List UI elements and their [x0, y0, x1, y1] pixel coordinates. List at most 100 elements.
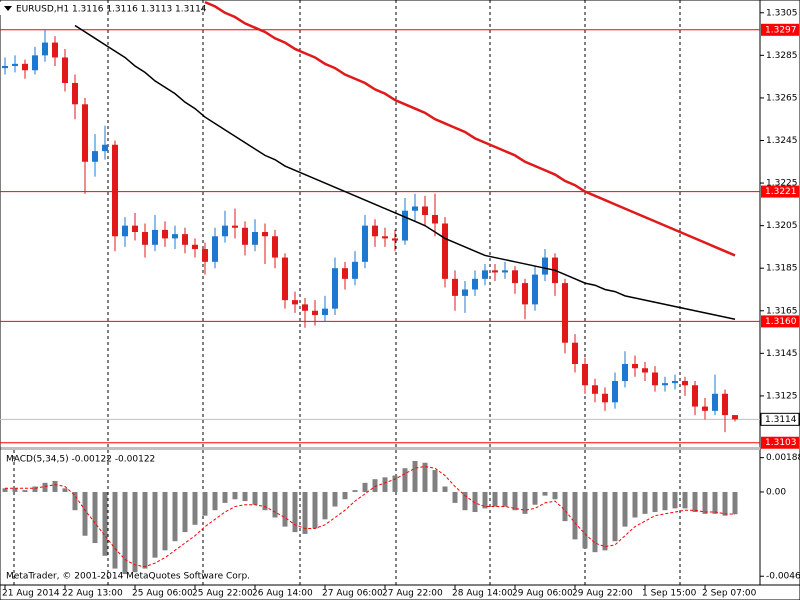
histogram-bar	[222, 491, 228, 503]
histogram-bar	[622, 491, 628, 527]
histogram-bar	[92, 491, 98, 544]
candle-body	[352, 261, 358, 279]
candle-body	[492, 270, 498, 273]
histogram-bar	[392, 475, 398, 492]
candle-body	[702, 406, 708, 411]
y-tick-label: 1.3285	[766, 51, 798, 61]
histogram-bar	[432, 470, 438, 492]
candle-body	[322, 308, 328, 316]
histogram-bar	[412, 460, 418, 492]
candle-body	[152, 229, 158, 245]
candle-body	[642, 368, 648, 373]
candle-body	[242, 227, 248, 245]
candle-body	[432, 214, 438, 224]
candle-body	[692, 385, 698, 407]
candle-body	[12, 63, 18, 66]
candle-body	[502, 270, 508, 273]
histogram-bar	[672, 491, 678, 509]
histogram-bar	[312, 491, 318, 529]
x-tick-label: 28 Aug 14:00	[452, 589, 513, 599]
candle-body	[472, 278, 478, 290]
histogram-bar	[422, 462, 428, 492]
candle-body	[132, 225, 138, 233]
histogram-bar	[2, 488, 8, 492]
histogram-bar	[72, 491, 78, 511]
candle-body	[282, 257, 288, 301]
candle-body	[522, 283, 528, 305]
histogram-bar	[192, 491, 198, 525]
candle-body	[142, 232, 148, 245]
x-tick-label: 25 Aug 06:00	[132, 589, 193, 599]
histogram-bar	[172, 491, 178, 542]
candle-body	[582, 363, 588, 386]
x-tick-label: 26 Aug 14:00	[252, 589, 313, 599]
candle-body	[52, 42, 58, 58]
histogram-bar	[302, 491, 308, 534]
candle-body	[562, 283, 568, 343]
candle-body	[412, 206, 418, 211]
histogram-bar	[732, 491, 738, 515]
histogram-bar	[552, 491, 558, 500]
candle-body	[652, 372, 658, 386]
x-tick-label: 25 Aug 22:00	[192, 589, 253, 599]
moving-average	[204, 0, 736, 257]
histogram-bar	[482, 491, 488, 509]
menu-icon	[4, 6, 12, 11]
histogram-bar	[602, 491, 608, 551]
y-tick-label: 1.3185	[766, 264, 798, 274]
candle-body	[162, 229, 168, 239]
histogram-bar	[162, 491, 168, 551]
candle-body	[312, 310, 318, 316]
candle-body	[512, 270, 518, 284]
histogram-bar	[322, 491, 328, 520]
histogram-bar	[182, 491, 188, 533]
histogram-bar	[272, 491, 278, 518]
histogram-bar	[212, 491, 218, 511]
histogram-bar	[462, 491, 468, 511]
candle-body	[682, 381, 688, 386]
level-label-bg	[761, 315, 799, 328]
candle-body	[572, 342, 578, 364]
histogram-bar	[472, 491, 478, 513]
histogram-bar	[712, 491, 718, 514]
histogram-bar	[142, 491, 148, 569]
histogram-bar	[232, 491, 238, 500]
x-tick-label: 27 Aug 22:00	[382, 589, 443, 599]
candle-body	[302, 304, 308, 311]
candle-body	[2, 65, 8, 69]
y-tick-label: 1.3145	[766, 349, 798, 359]
histogram-bar	[662, 491, 668, 511]
histogram-bar	[372, 479, 378, 492]
histogram-bar	[332, 491, 338, 507]
histogram-bar	[572, 491, 578, 540]
histogram-bar	[402, 468, 408, 492]
candle-body	[622, 363, 628, 382]
histogram-bar	[352, 490, 358, 492]
y-tick-label: 1.3265	[766, 93, 798, 103]
histogram-bar	[52, 481, 58, 492]
candle-body	[292, 300, 298, 305]
x-tick-label: 22 Aug 13:00	[62, 589, 123, 599]
pane-separator	[0, 447, 760, 450]
level-label-bg	[761, 436, 799, 449]
candle-body	[192, 244, 198, 250]
histogram-bar	[22, 490, 28, 492]
level-label-bg	[761, 23, 799, 36]
candle-body	[712, 393, 718, 411]
candle-body	[592, 385, 598, 394]
histogram-bar	[202, 491, 208, 516]
histogram-bar	[42, 482, 48, 492]
candle-body	[422, 206, 428, 215]
candle-body	[632, 363, 638, 369]
histogram-bar	[242, 491, 248, 502]
candle-body	[332, 268, 338, 309]
candle-body	[232, 225, 238, 228]
histogram-bar	[32, 486, 38, 492]
level-label: 1.3103	[765, 438, 797, 448]
histogram-bar	[632, 491, 638, 518]
x-tick-label: 1 Sep 15:00	[642, 589, 697, 599]
indicator-title: MACD(5,34,5) -0.00122 -0.00122	[6, 455, 155, 465]
